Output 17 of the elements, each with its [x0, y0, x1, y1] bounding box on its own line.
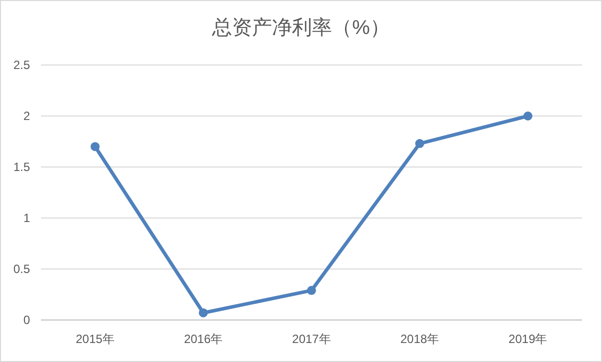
y-tick-label: 2	[23, 109, 30, 123]
x-tick-label: 2019年	[508, 332, 548, 346]
y-tick-label: 0	[23, 313, 30, 327]
chart-title: 总资产净利率（%）	[211, 17, 390, 39]
y-tick-label: 0.5	[13, 262, 30, 276]
y-tick-label: 2.5	[13, 58, 30, 72]
x-tick-label: 2016年	[184, 332, 223, 346]
point	[198, 308, 208, 318]
point	[415, 139, 424, 148]
x-tick-label: 2015年	[76, 332, 114, 346]
x-tick-label: 2017年	[292, 332, 331, 346]
x-tick-label: 2018年	[400, 332, 440, 346]
y-tick-label: 1.5	[13, 160, 30, 174]
point	[90, 142, 100, 152]
point	[523, 112, 532, 120]
point	[307, 286, 316, 295]
y-tick-label: 1	[23, 211, 30, 225]
